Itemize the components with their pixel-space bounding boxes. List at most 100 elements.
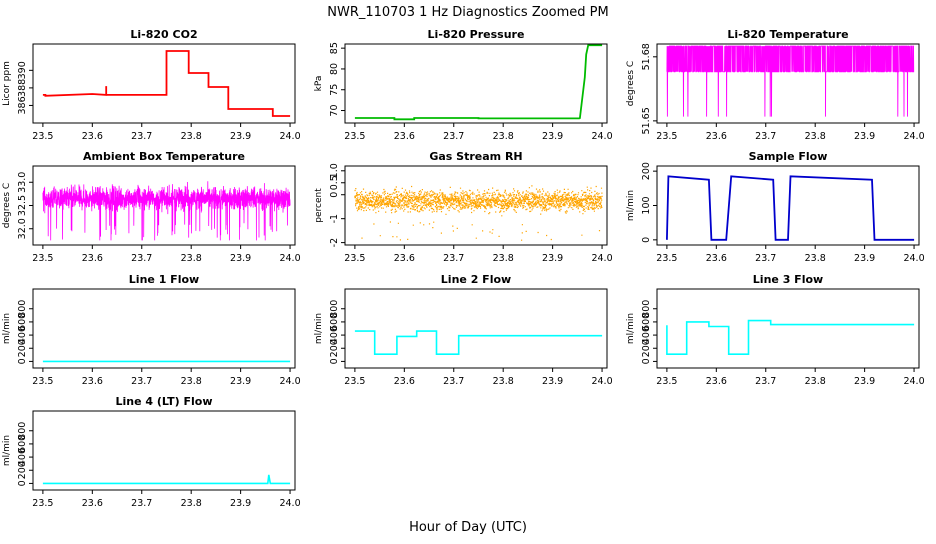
y-tick-label: 100 [641,196,652,214]
panel-title: Sample Flow [749,150,828,163]
plot-area [666,319,915,355]
figure-title: NWR_110703 1 Hz Diagnostics Zoomed PM [327,5,609,20]
plot-frame [656,288,920,369]
x-tick-label: 23.5 [32,253,53,264]
x-tick-label: 23.7 [131,498,152,509]
x-tick-label: 23.5 [344,131,365,142]
x-tick-label: 23.9 [230,131,251,142]
y-tick-label: 51.68 [641,43,652,70]
x-tick-label: 24.0 [279,131,300,142]
x-tick-label: 23.8 [805,131,826,142]
x-tick-label: 23.9 [542,253,563,264]
panel-3: Li-820 Temperature degrees C 23.5 23.6 23.7 2… [626,28,925,142]
y-tick-label: -2 [329,238,340,247]
plot-area [666,45,915,117]
y-axis-label: ml/min [314,313,324,344]
x-tick-label: 23.6 [706,253,727,264]
x-tick-label: 24.0 [279,498,300,509]
y-tick-label: 388 [17,79,28,97]
x-tick-label: 23.5 [32,376,53,387]
y-axis-label: ml/min [626,190,636,221]
y-tick-label: 0 [329,192,340,198]
y-tick-label: 200 [17,339,28,357]
x-tick-label: 23.6 [82,376,103,387]
x-tick-label: 23.7 [443,131,464,142]
x-tick-label: 23.6 [394,131,415,142]
x-tick-label: 23.8 [805,253,826,264]
y-tick-label: 200 [641,339,652,357]
x-tick-label: 23.8 [181,253,202,264]
y-tick-label: 70 [329,104,340,116]
x-tick-label: 23.9 [854,376,875,387]
y-tick-label: 600 [17,313,28,331]
x-tick-label: 23.5 [344,376,365,387]
plot-area [354,330,603,355]
panel-10: Line 4 (LT) Flow ml/min 23.5 23.6 23.7 23.8 23… [2,395,301,509]
x-tick-label: 24.0 [591,376,612,387]
plot-frame [344,43,608,124]
panel-title: Line 4 (LT) Flow [116,395,213,408]
panel-title: Li-820 CO2 [130,28,197,41]
series-line [666,175,915,241]
y-tick-label: 0 [641,358,652,364]
series-line [354,330,603,355]
panels-grid: Li-820 CO2 Licor ppm 23.5 23.6 23.7 23.8 23.9 2… [2,28,925,509]
y-axis-label: kPa [314,76,324,92]
plot-frame [32,43,296,124]
y-tick-label: 32.5 [17,195,28,216]
y-tick-label: 400 [641,326,652,344]
y-tick-label: 0 [17,358,28,364]
plot-frame [32,288,296,369]
x-tick-label: 24.0 [279,376,300,387]
x-tick-label: 23.9 [854,131,875,142]
x-tick-label: 23.7 [443,376,464,387]
y-tick-label: 600 [329,313,340,331]
y-tick-label: 600 [641,313,652,331]
x-tick-label: 23.7 [755,376,776,387]
panel-title: Gas Stream RH [429,150,522,163]
y-tick-label: 1.0 [329,163,340,178]
y-axis-label: ml/min [626,313,636,344]
panel-7: Line 1 Flow ml/min 23.5 23.6 23.7 23.8 23.9 24.… [2,273,301,387]
plot-area [354,185,603,241]
y-tick-label: 0 [17,480,28,486]
x-tick-label: 23.9 [230,253,251,264]
x-tick-label: 23.6 [706,376,727,387]
plot-frame [344,165,608,246]
x-tick-label: 24.0 [903,131,924,142]
y-tick-label: 75 [329,84,340,96]
panel-1: Li-820 CO2 Licor ppm 23.5 23.6 23.7 23.8 23.9 2… [2,28,301,142]
x-tick-label: 23.5 [344,253,365,264]
y-tick-label: 800 [17,422,28,440]
panel-8: Line 2 Flow ml/min 23.5 23.6 23.7 23.8 23.9 24.… [314,273,613,387]
y-tick-label: 80 [329,63,340,75]
plot-area [42,181,291,241]
series-line [354,44,603,121]
x-tick-label: 23.7 [131,253,152,264]
x-tick-label: 23.6 [394,376,415,387]
y-tick-label: 390 [17,61,28,79]
x-tick-label: 23.7 [131,376,152,387]
y-tick-label: -1 [329,214,340,223]
y-tick-label: 386 [17,96,28,114]
x-tick-label: 23.6 [82,131,103,142]
panel-6: Sample Flow ml/min 23.5 23.6 23.7 23.8 23.9 24.… [626,150,925,264]
figure-x-axis-label: Hour of Day (UTC) [409,520,527,535]
y-axis-label: degrees C [2,183,12,228]
x-tick-label: 23.8 [181,376,202,387]
plot-frame [344,288,608,369]
x-tick-label: 23.5 [32,131,53,142]
x-tick-label: 23.8 [493,253,514,264]
x-tick-label: 23.8 [493,376,514,387]
x-tick-label: 24.0 [903,253,924,264]
y-tick-label: 200 [641,162,652,180]
panel-title: Line 2 Flow [441,273,511,286]
series-points [354,185,603,241]
x-tick-label: 23.9 [230,498,251,509]
y-tick-label: 800 [641,300,652,318]
y-tick-label: 600 [17,435,28,453]
panel-9: Line 3 Flow ml/min 23.5 23.6 23.7 23.8 23.9 24.… [626,273,925,387]
y-tick-label: 400 [329,326,340,344]
